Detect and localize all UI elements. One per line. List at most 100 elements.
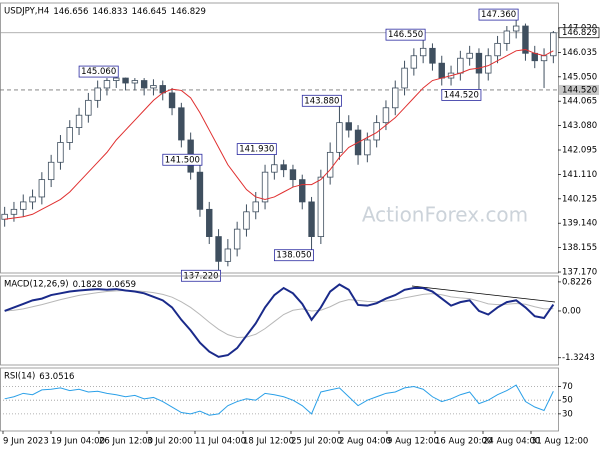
candle-body (131, 80, 139, 84)
panel-title: RSI(14) (4, 372, 35, 382)
header-value: 0.0659 (106, 280, 136, 290)
series-line (4, 289, 554, 338)
time-label: 26 Jun 12:00 (99, 437, 153, 447)
candle-body (373, 122, 380, 141)
series-line (4, 384, 554, 416)
macd-trendline (411, 285, 556, 303)
y-tick-label: 138.155 (562, 243, 597, 253)
annotation-label: 141.930 (239, 145, 274, 155)
annotation-box (385, 28, 426, 41)
last-price-label: 146.829 (562, 28, 597, 38)
level-label-box (559, 84, 599, 95)
y-tick-label: 0.00 (562, 306, 581, 316)
time-label: 19 Jun 04:00 (51, 437, 105, 447)
candle-body (429, 47, 436, 64)
header-value: 0.1828 (73, 280, 103, 290)
candle-body (168, 92, 176, 109)
y-tick-label: 137.170 (562, 268, 597, 278)
candle-body (215, 236, 222, 262)
y-tick-label: 139.140 (562, 219, 597, 229)
candle-body (10, 208, 18, 215)
candle-body (512, 25, 520, 32)
candle-body (317, 176, 325, 237)
level-label: 144.520 (562, 85, 597, 95)
annotation-label: 145.060 (81, 67, 116, 77)
candle-body (326, 151, 334, 178)
header-value: 63.0516 (39, 372, 74, 382)
panel-header-values: 146.656 146.833 146.645 146.829 (53, 7, 206, 17)
annotation-box (236, 143, 277, 156)
time-label: 11 Jul 04:00 (195, 437, 246, 447)
candle-body (233, 228, 241, 250)
panel-title: USDJPY,H4 (4, 7, 49, 17)
annotation-label: 147.360 (481, 10, 516, 20)
time-label: 31 Aug 12:00 (531, 437, 588, 447)
candle-body (475, 52, 483, 74)
candle-body (531, 52, 538, 62)
header-value: 146.656 (53, 7, 88, 17)
annotation-box (441, 89, 482, 101)
y-tick-label: 142.095 (562, 146, 597, 156)
candle-body (494, 42, 501, 57)
annotation-box (78, 65, 119, 78)
time-label: 25 Jul 20:00 (291, 437, 342, 447)
candle-body (224, 248, 232, 262)
moving-average (4, 49, 554, 220)
candle-body (47, 161, 55, 181)
candle-body (103, 80, 111, 89)
candle-body (345, 122, 352, 131)
candle-body (410, 55, 418, 69)
candle-body (522, 25, 529, 54)
candle-body (178, 107, 185, 141)
time-label: 9 Aug 12:00 (387, 437, 439, 447)
header-value: 146.833 (92, 7, 127, 17)
candle-body (392, 87, 399, 109)
time-label: 24 Aug 04:00 (483, 437, 540, 447)
candle-body (38, 179, 46, 198)
annotation-box (478, 8, 519, 21)
candle-body (243, 211, 250, 230)
candle-body (75, 114, 83, 128)
candle-body (271, 164, 278, 173)
y-tick-label: 146.035 (562, 48, 597, 58)
candle-body (85, 99, 92, 116)
panel-header-values: 0.1828 0.0659 (73, 280, 137, 290)
candle-body (550, 32, 557, 57)
candle-body (261, 171, 269, 203)
panel-title: MACD(12,26,9) (4, 280, 69, 290)
candle-body (252, 201, 259, 213)
series-line (4, 283, 555, 358)
panel-frame (0, 275, 559, 366)
watermark: ActionForex.com (362, 203, 528, 227)
annotation-label: 143.880 (304, 96, 339, 106)
candle-body (206, 208, 213, 237)
time-label: 2 Aug 04:00 (339, 437, 391, 447)
annotation-label: 144.520 (444, 90, 479, 100)
candle-body (280, 164, 287, 171)
y-tick-label: -1.3243 (562, 353, 595, 363)
candle-body (308, 201, 315, 237)
candle-body (29, 196, 36, 203)
candle-body (94, 87, 101, 101)
y-tick-label: 70 (562, 382, 573, 392)
y-tick-label: 141.110 (562, 170, 597, 180)
candle-body (438, 62, 445, 79)
annotation-label: 138.050 (276, 251, 311, 261)
y-tick-label: 145.050 (562, 72, 597, 82)
y-tick-label: 0.8226 (562, 277, 592, 287)
candle-body (289, 169, 297, 181)
time-label: 16 Aug 20:00 (435, 437, 492, 447)
y-tick-label: 50 (562, 396, 573, 406)
annotation-box (273, 249, 314, 262)
candle-body (150, 85, 157, 89)
panel-frame (0, 367, 559, 432)
annotation-label: 141.500 (165, 155, 200, 165)
candle-body (336, 122, 343, 153)
candle-body (466, 52, 473, 59)
candle-body (503, 30, 511, 44)
annotation-label: 146.550 (388, 30, 423, 40)
candle-body (122, 77, 129, 84)
last-price-box (558, 27, 600, 39)
y-tick-label: 140.125 (562, 194, 597, 204)
